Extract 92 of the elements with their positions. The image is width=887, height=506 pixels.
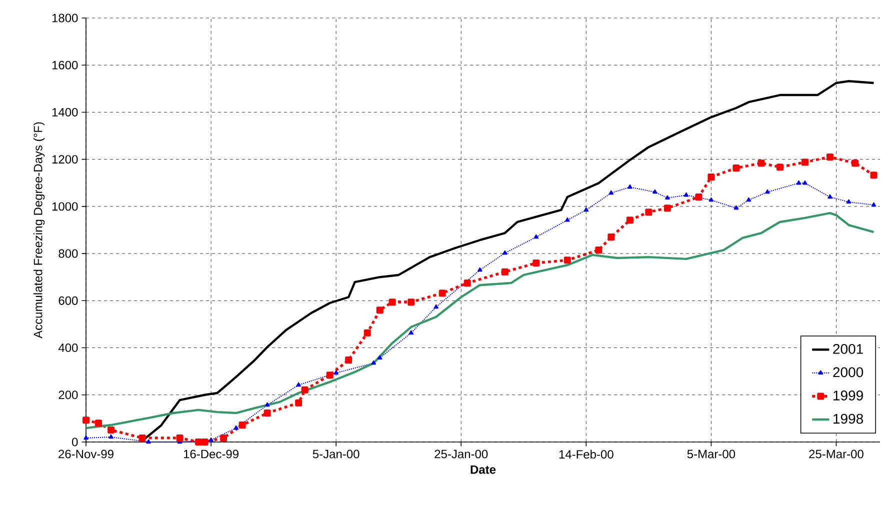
point [364, 329, 371, 336]
point [532, 259, 540, 266]
point [565, 217, 570, 222]
legend-label: 2001 [833, 344, 863, 354]
x-tick-label: 5-Mar-00 [687, 450, 736, 458]
point [388, 298, 396, 306]
x-tick-label: 25-Jan-00 [434, 450, 488, 458]
point [758, 160, 765, 167]
point [238, 422, 246, 429]
point [138, 434, 146, 442]
point [82, 416, 90, 424]
point [732, 164, 740, 172]
point [870, 172, 878, 179]
point [108, 434, 114, 439]
point [408, 330, 414, 335]
y-tick-label: 800 [58, 249, 78, 258]
x-tick-label: 26-Nov-99 [58, 450, 114, 458]
point [734, 205, 739, 210]
x-axis-title: Date [470, 465, 496, 474]
point [377, 355, 382, 360]
point [851, 160, 858, 167]
point [108, 426, 115, 434]
point [376, 306, 384, 314]
y-tick-label: 600 [58, 296, 78, 305]
point [684, 192, 689, 197]
point [176, 434, 184, 442]
line-series [84, 212, 875, 430]
point [326, 372, 334, 379]
y-tick-label: 200 [58, 390, 78, 400]
x-tick-label: 25-Mar-00 [809, 450, 864, 458]
point [746, 197, 752, 202]
point [664, 204, 671, 212]
point [665, 195, 670, 200]
x-tick-label: 16-Dec-99 [184, 450, 238, 458]
point [564, 256, 571, 264]
point [826, 153, 834, 160]
y-tick-label: 1200 [52, 155, 78, 164]
point [408, 298, 415, 306]
point [296, 382, 301, 387]
point [434, 304, 439, 309]
point [146, 439, 151, 444]
point [846, 199, 852, 204]
y-axis-title: Accumulated Freezing Degree-Days (°F) [33, 122, 45, 338]
point [584, 207, 589, 212]
point [645, 208, 652, 216]
point [345, 356, 352, 364]
point [608, 190, 614, 195]
point [195, 438, 202, 446]
point [464, 279, 471, 286]
y-tick-label: 1600 [52, 60, 78, 70]
point [801, 158, 808, 166]
point [802, 180, 808, 185]
point [796, 180, 802, 185]
point [201, 438, 208, 446]
point [84, 435, 88, 440]
point [608, 234, 615, 241]
point [208, 437, 214, 442]
y-tick-label: 1000 [52, 202, 78, 211]
x-tick-label: 14-Feb-00 [559, 450, 614, 459]
legend-label: 1999 [834, 390, 863, 400]
point [776, 164, 784, 171]
y-tick-label: 1400 [52, 108, 78, 116]
y-tick-label: 1800 [52, 14, 78, 22]
point [295, 399, 302, 406]
point [871, 202, 876, 207]
point [371, 360, 376, 365]
point [264, 402, 270, 407]
point [765, 189, 770, 194]
point [264, 410, 271, 417]
point [477, 267, 482, 272]
point [334, 370, 338, 375]
point [708, 197, 714, 202]
point [595, 246, 602, 254]
point [695, 194, 702, 201]
y-tick-label: 0 [72, 438, 78, 446]
point [301, 386, 308, 394]
y-tick-label: 400 [58, 344, 78, 352]
point [438, 290, 446, 297]
point [220, 434, 228, 442]
legend-label: 1998 [834, 414, 864, 424]
legend-label: 2000 [833, 367, 864, 378]
point [502, 250, 508, 255]
point [534, 234, 539, 239]
point [828, 194, 832, 199]
x-tick-label: 5-Jan-00 [312, 450, 360, 458]
point [652, 189, 658, 194]
point [501, 268, 508, 276]
point [628, 184, 632, 189]
point [95, 420, 102, 427]
point [626, 216, 634, 224]
point [234, 425, 238, 430]
point [708, 173, 715, 180]
